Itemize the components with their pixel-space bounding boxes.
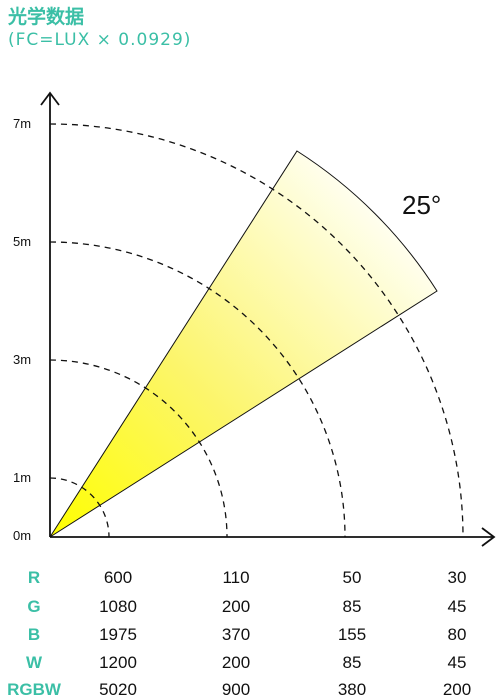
table-cell: 85 [343, 597, 362, 616]
table-cell: 370 [222, 625, 250, 644]
table-cell: 45 [448, 597, 467, 616]
table-cell: 50 [343, 568, 362, 587]
table-cell: 900 [222, 680, 250, 699]
table-cell: 1200 [99, 653, 137, 672]
row-label-w: W [26, 653, 43, 672]
distance-label-1m: 1m [13, 470, 31, 485]
distance-arc-1m [49, 477, 110, 538]
table-cell: 5020 [99, 680, 137, 699]
table-cell: 200 [222, 653, 250, 672]
distance-arc-5m [49, 241, 346, 538]
table-cell: 600 [104, 568, 132, 587]
conversion-note: (FC=LUX × 0.0929) [8, 30, 192, 50]
y-axis-arrow [40, 91, 60, 106]
x-axis-arrow [481, 527, 496, 547]
distance-label-7m: 7m [13, 116, 31, 131]
table-cell: 1975 [99, 625, 137, 644]
table-cell: 380 [338, 680, 366, 699]
table-cell: 30 [448, 568, 467, 587]
table-cell: 200 [222, 597, 250, 616]
table-cell: 45 [448, 653, 467, 672]
beam-cone [49, 150, 438, 538]
distance-label-5m: 5m [13, 234, 31, 249]
beam-angle-label: 25° [402, 190, 441, 220]
table-cell: 155 [338, 625, 366, 644]
distance-label-0m: 0m [13, 528, 31, 543]
table-cell: 85 [343, 653, 362, 672]
distance-label-3m: 3m [13, 352, 31, 367]
page-title: 光学数据 [8, 6, 85, 28]
table-cell: 1080 [99, 597, 137, 616]
distance-arc-7m [49, 123, 464, 538]
row-label-rgbw: RGBW [7, 680, 62, 699]
table-cell: 200 [443, 680, 471, 699]
row-label-r: R [28, 568, 40, 587]
row-label-b: B [28, 625, 40, 644]
table-cell: 110 [222, 568, 249, 587]
row-label-g: G [27, 597, 40, 616]
table-cell: 80 [448, 625, 467, 644]
illuminance-table: R 600 110 50 30 G 1080 200 85 45 B 1975 … [7, 568, 471, 699]
